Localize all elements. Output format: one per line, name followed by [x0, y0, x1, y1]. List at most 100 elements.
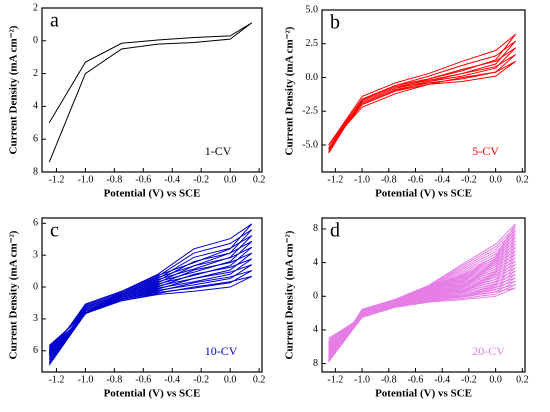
cv-curve	[48, 275, 253, 352]
y-axis-label: Current Density (mA cm⁻²)	[284, 26, 296, 155]
x-tick-label: -0.2	[461, 374, 477, 385]
y-tick-label: 4	[313, 257, 318, 268]
x-tick-label: -1.0	[77, 374, 93, 385]
x-axis-label: Potential (V) vs SCE	[104, 188, 201, 200]
series-group	[48, 22, 253, 163]
x-axis-label: Potential (V) vs SCE	[375, 388, 472, 400]
x-tick-label: 0.2	[516, 374, 529, 385]
x-tick-label: -1.0	[77, 174, 93, 185]
x-tick-label: -0.6	[408, 374, 424, 385]
cv-curve	[328, 270, 516, 348]
y-tick-label: 5.0	[306, 4, 319, 15]
x-tick-label: -0.2	[461, 174, 477, 185]
y-tick-label: 8	[313, 358, 318, 369]
plot-frame	[41, 217, 263, 373]
panel: -1.2 -1.0 -0.8 -0.6 -0.4 -0.2 0.0 0.2 8 4 0 4 8 Poten…	[284, 217, 529, 400]
y-tick-label: 8	[33, 166, 38, 177]
y-tick-label: -2.5	[302, 106, 318, 117]
y-tick-label: 0.0	[306, 72, 319, 83]
x-tick-label: -0.2	[193, 174, 209, 185]
cycle-annotation: 20-CV	[472, 344, 505, 358]
x-tick-label: -1.0	[354, 374, 370, 385]
x-tick-label: 0.2	[516, 174, 529, 185]
x-tick-label: -1.2	[327, 174, 343, 185]
x-tick-label: 0.2	[253, 174, 266, 185]
panel-letter: a	[50, 10, 59, 32]
panel: -1.2 -1.0 -0.8 -0.6 -0.4 -0.2 0.0 0.2 5.0 2.5 0.0 -…	[284, 4, 529, 199]
y-tick-label: 2	[33, 68, 38, 79]
x-tick-label: -0.4	[164, 374, 180, 385]
x-tick-label: -0.6	[408, 174, 424, 185]
cv-curve	[48, 235, 253, 363]
cv-curve	[48, 258, 253, 356]
cv-curve	[48, 264, 253, 355]
x-tick-label: -0.6	[135, 374, 151, 385]
x-tick-label: -1.2	[327, 374, 343, 385]
cv-curve	[328, 54, 516, 150]
y-tick-label: 2.5	[306, 38, 319, 49]
cv-curve	[328, 257, 517, 352]
y-tick-label: 6	[33, 345, 38, 356]
cv-curve	[48, 229, 253, 364]
y-tick-label: 8	[313, 223, 318, 234]
x-tick-label: -0.4	[164, 174, 180, 185]
cv-curve	[48, 246, 253, 360]
y-tick-label: 0	[313, 291, 318, 302]
panel: -1.2 -1.0 -0.8 -0.6 -0.4 -0.2 0.0 0.2 2 0 2 4 6 8 Pote…	[8, 2, 266, 199]
y-tick-label: 4	[33, 101, 38, 112]
cv-curve	[328, 47, 517, 151]
x-tick-label: -1.2	[49, 174, 65, 185]
x-tick-label: 0.0	[489, 174, 502, 185]
panel-letter: d	[330, 220, 340, 242]
y-tick-label: 2	[33, 2, 38, 13]
panel-letter: c	[50, 220, 59, 242]
cv-curve	[48, 252, 253, 358]
cv-curve	[328, 223, 517, 363]
x-tick-label: -0.8	[381, 174, 397, 185]
series-group	[328, 33, 517, 154]
y-tick-label: 6	[33, 218, 38, 229]
y-tick-label: 3	[33, 313, 38, 324]
y-axis-label: Current Density (mA cm⁻²)	[8, 230, 20, 359]
x-tick-label: -0.4	[434, 174, 450, 185]
x-tick-label: 0.2	[253, 374, 266, 385]
y-tick-label: 0	[33, 281, 38, 292]
plot-frame	[41, 7, 263, 173]
series-group	[328, 223, 517, 363]
x-tick-label: -0.4	[434, 374, 450, 385]
cycle-annotation: 10-CV	[205, 344, 238, 358]
x-axis-label: Potential (V) vs SCE	[375, 188, 472, 200]
cv-curve	[328, 263, 516, 350]
series-group	[48, 223, 253, 366]
cycle-annotation: 1-CV	[205, 144, 232, 158]
y-axis-label: Current Density (mA cm⁻²)	[284, 230, 296, 359]
x-tick-label: -0.6	[135, 174, 151, 185]
y-tick-label: 4	[313, 324, 318, 335]
y-tick-label: 3	[33, 249, 38, 260]
cycle-annotation: 5-CV	[472, 144, 499, 158]
plot-frame	[321, 9, 526, 173]
cv-curve	[48, 223, 253, 366]
cv-curve	[48, 22, 253, 163]
y-tick-label: 0	[33, 35, 38, 46]
x-tick-label: -0.2	[193, 374, 209, 385]
cv-curve	[328, 33, 517, 154]
y-tick-label: 6	[33, 133, 38, 144]
x-tick-label: -0.8	[381, 374, 397, 385]
cv-curve	[328, 40, 517, 153]
x-axis-label: Potential (V) vs SCE	[104, 388, 201, 400]
panel-letter: b	[330, 12, 340, 34]
y-axis-label: Current Density (mA cm⁻²)	[8, 25, 20, 154]
x-tick-label: -1.0	[354, 174, 370, 185]
x-tick-label: -0.8	[106, 374, 122, 385]
cv-curve	[48, 270, 253, 353]
x-tick-label: -1.2	[49, 374, 65, 385]
panel: -1.2 -1.0 -0.8 -0.6 -0.4 -0.2 0.0 0.2 6 3 0 3 6 Poten…	[8, 217, 266, 400]
x-tick-label: -0.8	[106, 174, 122, 185]
y-tick-label: -5.0	[302, 139, 318, 150]
x-tick-label: 0.0	[489, 374, 502, 385]
x-tick-label: 0.0	[224, 174, 237, 185]
plot-frame	[321, 217, 526, 373]
cv-curve	[48, 240, 253, 361]
